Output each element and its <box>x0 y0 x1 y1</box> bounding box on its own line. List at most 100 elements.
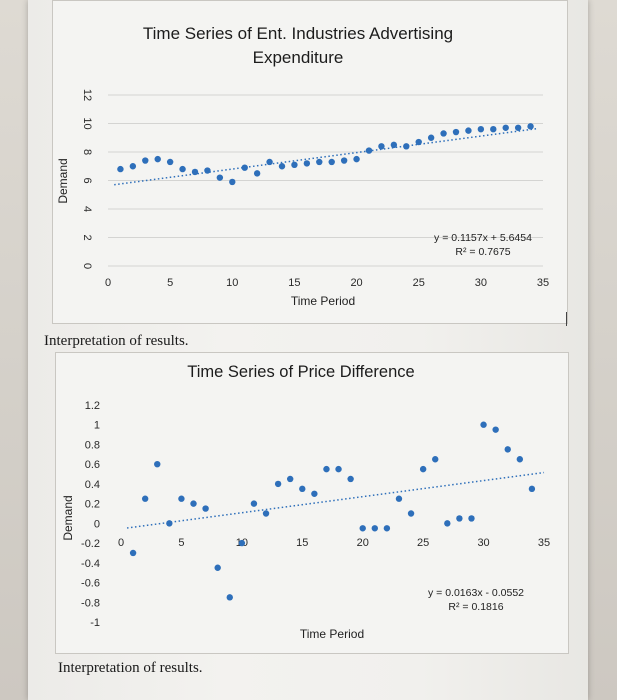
chart-title: Time Series of Price Difference <box>187 363 414 381</box>
x-tick-label: 20 <box>350 277 362 289</box>
data-point <box>253 170 261 177</box>
data-point <box>419 465 427 473</box>
advertising-chart-svg: Time Series of Ent. Industries Advertisi… <box>56 24 549 308</box>
data-point <box>468 515 475 522</box>
trendline-equation: y = 0.0163x - 0.0552 <box>428 587 524 599</box>
data-point <box>465 127 472 134</box>
data-point <box>117 165 124 173</box>
data-point <box>527 123 534 130</box>
x-tick-label: 30 <box>475 277 487 289</box>
x-tick-label: 15 <box>288 277 300 289</box>
data-point <box>229 178 236 186</box>
data-point <box>516 456 524 463</box>
data-point <box>179 165 186 173</box>
data-point <box>190 500 197 507</box>
data-point <box>323 465 330 473</box>
data-point <box>502 124 509 131</box>
data-point <box>440 130 447 137</box>
data-point <box>241 164 248 171</box>
price-difference-chart-svg: Time Series of Price Difference -1 -0.8 -0.… <box>61 363 550 641</box>
data-point <box>480 421 487 428</box>
y-tick-label: 1 <box>94 420 100 432</box>
y-tick-label: 8 <box>81 149 93 155</box>
data-point <box>335 465 342 473</box>
y-tick-label: 10 <box>81 117 93 129</box>
data-point <box>490 126 497 133</box>
data-point <box>178 495 185 502</box>
y-tick-label: 0.6 <box>85 459 100 471</box>
x-tick-label: 35 <box>537 277 549 289</box>
data-point <box>214 564 221 571</box>
data-point <box>444 520 451 527</box>
data-point <box>226 594 233 601</box>
x-tick-label: 0 <box>105 277 111 289</box>
data-point <box>390 141 398 149</box>
y-tick-label: 0.8 <box>85 439 100 451</box>
y-tick-label: -0.4 <box>81 558 100 570</box>
x-tick-label: 5 <box>167 277 173 289</box>
data-point <box>528 485 536 493</box>
data-point <box>328 158 335 166</box>
data-point <box>477 126 485 133</box>
data-point <box>266 158 273 166</box>
x-tick-label: 35 <box>538 537 550 549</box>
data-point <box>202 505 209 512</box>
y-tick-label: -0.2 <box>81 538 100 550</box>
data-point <box>403 143 410 150</box>
data-point <box>432 456 439 463</box>
data-point <box>365 147 373 154</box>
trendline-r-squared: R² = 0.7675 <box>455 246 510 258</box>
data-point <box>347 475 354 483</box>
data-point <box>504 446 511 453</box>
x-tick-label: 25 <box>417 537 429 549</box>
trendline-equation: y = 0.1157x + 5.6454 <box>434 232 532 244</box>
data-point <box>141 495 149 502</box>
y-tick-label: -0.8 <box>81 597 100 609</box>
interpretation-heading-2: Interpretation of results. <box>58 660 203 676</box>
data-point <box>154 155 161 163</box>
data-point <box>407 510 415 517</box>
data-point <box>415 138 422 146</box>
y-tick-label: -0.6 <box>81 578 100 590</box>
x-axis-title: Time Period <box>291 294 355 308</box>
data-point <box>492 426 499 433</box>
data-point <box>278 163 286 170</box>
y-tick-label: 6 <box>81 177 93 183</box>
data-point <box>166 158 174 166</box>
trendline-r-squared: R² = 0.1816 <box>448 601 503 613</box>
y-tick-label: 12 <box>81 89 93 101</box>
data-point <box>129 163 137 170</box>
data-point <box>514 124 522 131</box>
price-difference-chart: Time Series of Price Difference -1 -0.8 -0.… <box>55 352 569 654</box>
data-point <box>303 160 311 167</box>
data-point <box>142 157 149 164</box>
stray-pen-mark <box>566 312 567 326</box>
data-point <box>262 510 270 517</box>
y-tick-label: 0.4 <box>85 479 100 491</box>
data-point <box>452 128 460 136</box>
y-axis-title: Demand <box>56 158 70 203</box>
y-tick-label: 0 <box>81 263 93 269</box>
data-point <box>311 490 318 497</box>
x-tick-label: 30 <box>477 537 489 549</box>
data-point <box>216 174 224 181</box>
y-tick-label: 0.2 <box>85 499 100 511</box>
advertising-expenditure-chart: Time Series of Ent. Industries Advertisi… <box>52 0 568 324</box>
y-tick-label: 0 <box>94 518 100 530</box>
data-point <box>378 143 385 150</box>
x-tick-label: 5 <box>178 537 184 549</box>
chart-title-line: Time Series of Ent. Industries Advertisi… <box>143 24 453 43</box>
data-point <box>383 525 391 532</box>
x-tick-label: 15 <box>296 537 308 549</box>
data-point <box>340 157 348 164</box>
y-tick-label: 4 <box>81 206 93 212</box>
data-point <box>129 549 137 557</box>
x-axis-title: Time Period <box>300 627 364 641</box>
y-axis-title: Demand <box>61 495 75 540</box>
data-point <box>316 158 323 166</box>
data-point <box>250 500 258 507</box>
chart-title-line: Expenditure <box>253 48 344 67</box>
interpretation-heading-1: Interpretation of results. <box>44 333 189 349</box>
data-point <box>395 495 403 502</box>
data-point <box>191 168 199 176</box>
